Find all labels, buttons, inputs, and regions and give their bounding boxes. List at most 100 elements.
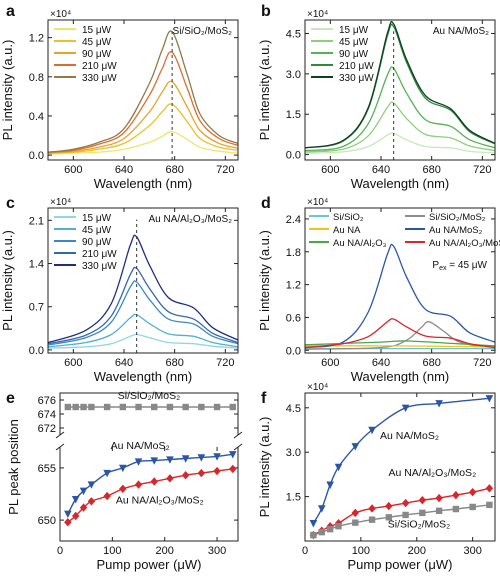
x-tick-label: 100 xyxy=(352,545,370,557)
y-tick-label: 655 xyxy=(38,463,56,475)
series-group xyxy=(305,20,495,154)
axes-frame xyxy=(304,207,496,354)
legend-label: 210 μW xyxy=(82,61,117,72)
panel-title: Si/SiO₂/MoS₂ xyxy=(173,26,233,37)
y-tick-label: 1.8 xyxy=(286,247,301,259)
x-tick-label: 680 xyxy=(422,357,440,369)
y-axis-label: PL intensity (a.u.) xyxy=(257,40,272,141)
exponent-label: ×10⁴ xyxy=(50,197,71,208)
data-point xyxy=(401,498,410,508)
data-point xyxy=(72,403,79,411)
x-axis-label: Pump power (μW) xyxy=(96,557,201,572)
axes-frame xyxy=(304,19,496,161)
x-tick-label: 640 xyxy=(372,357,390,369)
annotation-subscript: ex xyxy=(439,265,447,272)
legend-label: 45 μW xyxy=(82,225,112,236)
panel-b: b 0.0 1.5 3.0 4.5 600 640 680 720 Wavelength (nm)… xyxy=(257,3,496,191)
data-point xyxy=(119,464,127,473)
y-tick-label: 0.6 xyxy=(286,312,301,324)
y-tick-label: 3.0 xyxy=(286,447,301,459)
data-point xyxy=(80,403,87,411)
panel-letter: e xyxy=(6,390,15,407)
data-point xyxy=(134,458,143,466)
y-tick-label: 4.5 xyxy=(286,403,301,415)
data-point xyxy=(150,457,159,465)
legend-label: 90 μW xyxy=(82,49,112,60)
data-point xyxy=(79,487,88,496)
y-axis-label: PL intensity (a.u.) xyxy=(257,417,272,518)
x-tick-label: 640 xyxy=(372,164,390,176)
data-point xyxy=(385,501,393,511)
data-point xyxy=(352,519,359,526)
exponent-label: ×10⁴ xyxy=(307,9,328,20)
data-point xyxy=(229,464,237,474)
data-point xyxy=(119,403,127,411)
y-tick-label: 0.8 xyxy=(29,72,44,84)
legend-label: 330 μW xyxy=(339,73,374,84)
x-tick-label: 200 xyxy=(156,545,174,557)
x-tick-label: 720 xyxy=(473,357,491,369)
data-point xyxy=(326,481,334,489)
y-tick-label: 3.0 xyxy=(286,69,301,81)
series-line xyxy=(305,243,495,349)
data-point xyxy=(368,426,376,435)
series-line xyxy=(305,101,495,153)
legend-label: 210 μW xyxy=(82,249,117,260)
panel-d: d 0.0 0.6 1.2 1.8 2.4 600 640 680 720 Wavelength (… xyxy=(257,195,500,384)
legend-label: 15 μW xyxy=(82,25,112,36)
x-tick-label: 680 xyxy=(165,357,183,369)
legend-label: 45 μW xyxy=(339,37,369,48)
data-point xyxy=(468,487,477,497)
x-tick-label: 0 xyxy=(57,545,63,557)
x-tick-label: 640 xyxy=(115,357,133,369)
data-point xyxy=(401,404,410,412)
data-point xyxy=(452,505,460,513)
data-point xyxy=(213,453,221,461)
data-point xyxy=(317,505,326,513)
x-axis-label: Pump power (μW) xyxy=(347,557,452,572)
panel-title: Au NA/MoS₂ xyxy=(433,26,489,37)
data-point xyxy=(485,484,494,493)
data-point xyxy=(334,463,343,472)
data-point xyxy=(181,455,190,463)
exponent-label: ×10⁴ xyxy=(307,197,328,208)
data-point xyxy=(309,520,318,528)
axes-frame xyxy=(47,207,239,354)
series-label: Si/SiO₂/MoS₂ xyxy=(388,519,450,531)
panel-title: Au NA/Al₂O₃/MoS₂ xyxy=(148,214,232,225)
axis-break-mark xyxy=(55,431,65,439)
data-point xyxy=(103,403,111,411)
exponent-label: ×10⁴ xyxy=(50,9,71,20)
panel-letter: a xyxy=(6,3,15,20)
series-line xyxy=(305,66,495,152)
data-point xyxy=(368,516,376,523)
series-label: Au NA/MoS₂ xyxy=(111,440,170,452)
y-axis-label: PL peak position xyxy=(6,419,21,515)
data-point xyxy=(335,523,342,530)
axes-frame xyxy=(304,392,496,542)
series-line xyxy=(48,103,238,154)
data-point xyxy=(88,403,95,411)
data-point xyxy=(87,481,96,489)
legend-label: 90 μW xyxy=(339,49,369,60)
data-point xyxy=(486,501,493,509)
data-point xyxy=(79,503,88,512)
data-point xyxy=(351,443,360,451)
y-tick-label: 1.4 xyxy=(29,259,44,271)
x-tick-label: 720 xyxy=(473,164,491,176)
x-tick-label: 100 xyxy=(103,545,121,557)
panel-c: c 0.0 0.7 1.4 2.1 600 640 680 720 Wavelength (nm)… xyxy=(0,195,239,384)
data-point xyxy=(166,456,174,464)
series-line xyxy=(305,20,495,149)
legend-label: Si/SiO₂ xyxy=(333,212,364,223)
data-point xyxy=(435,400,443,408)
series-line xyxy=(48,51,238,153)
panel-e: e 672 674 676 650 655 0 100 200 300 Pump power (μW… xyxy=(6,390,243,572)
data-point xyxy=(135,403,142,411)
data-point xyxy=(119,484,127,493)
series-group xyxy=(305,243,495,350)
x-tick-label: 600 xyxy=(64,164,82,176)
data-point xyxy=(64,403,72,411)
legend-label: Au NA/MoS₂ xyxy=(429,225,483,236)
data-point xyxy=(151,403,158,411)
